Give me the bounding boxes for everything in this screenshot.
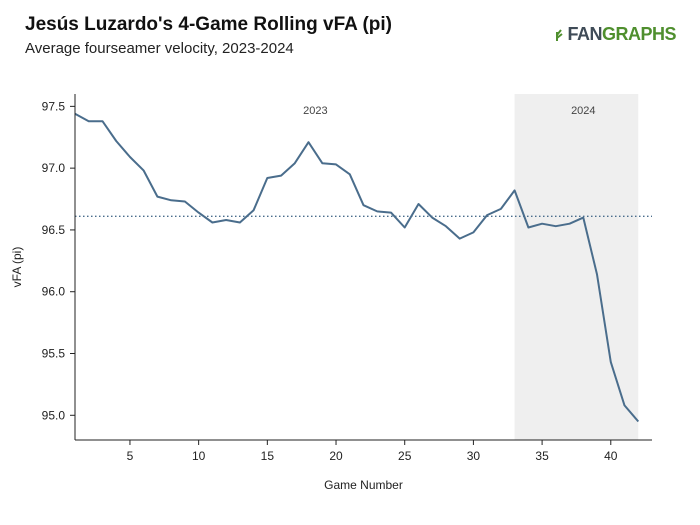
x-tick-label: 35: [535, 449, 549, 463]
y-axis-label: vFA (pi): [10, 247, 24, 288]
axes-layer: [74, 94, 652, 441]
chart-title: Jesús Luzardo's 4-Game Rolling vFA (pi): [25, 14, 392, 35]
y-tick-label: 96.5: [42, 223, 66, 237]
logo-text-fan: FAN: [567, 24, 602, 44]
series-line-vfa: [74, 112, 640, 423]
fangraphs-logo: FANGRAPHS: [555, 24, 677, 45]
x-tick-label: 25: [398, 449, 412, 463]
x-tick-label: 10: [192, 449, 206, 463]
tick-labels-layer: 5 10 15 20 25 30 35 40 95.0 95.5 96.0 96.5 97.0 97.5: [42, 99, 618, 463]
x-tick-label: 5: [127, 449, 134, 463]
fangraphs-leaf-icon: [556, 29, 564, 41]
x-tick-label: 15: [261, 449, 275, 463]
y-tick-label: 95.5: [42, 347, 66, 361]
chart-subtitle: Average fourseamer velocity, 2023-2024: [25, 40, 294, 57]
x-tick-label: 20: [329, 449, 343, 463]
x-axis-label: Game Number: [324, 478, 403, 492]
season-label-2023: 2023: [303, 105, 327, 117]
y-tick-label: 97.5: [42, 99, 66, 113]
y-tick-label: 96.0: [42, 285, 66, 299]
series-line-layer: [74, 112, 640, 423]
season-label-2024: 2024: [571, 105, 595, 117]
x-tick-label: 30: [467, 449, 481, 463]
logo-text-graphs: GRAPHS: [601, 24, 677, 44]
x-tick-label: 40: [604, 449, 618, 463]
season-labels-layer: 2023 2024: [303, 105, 595, 117]
y-tick-label: 95.0: [42, 408, 66, 422]
y-tick-label: 97.0: [42, 161, 66, 175]
